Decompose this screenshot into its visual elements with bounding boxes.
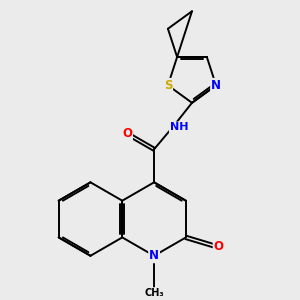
Text: NH: NH [170,122,188,132]
Text: CH₃: CH₃ [144,288,164,298]
Text: S: S [164,79,172,92]
Text: O: O [214,240,224,253]
Text: N: N [149,249,159,262]
Text: O: O [122,127,132,140]
Text: N: N [211,79,221,92]
